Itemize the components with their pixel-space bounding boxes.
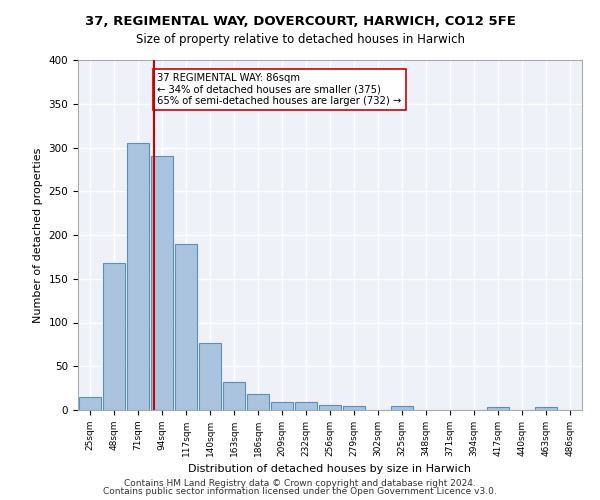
Bar <box>487 408 509 410</box>
Text: 37 REGIMENTAL WAY: 86sqm
← 34% of detached houses are smaller (375)
65% of semi-: 37 REGIMENTAL WAY: 86sqm ← 34% of detach… <box>157 73 401 106</box>
Y-axis label: Number of detached properties: Number of detached properties <box>33 148 43 322</box>
Bar <box>271 402 293 410</box>
Bar <box>199 342 221 410</box>
Text: 37, REGIMENTAL WAY, DOVERCOURT, HARWICH, CO12 5FE: 37, REGIMENTAL WAY, DOVERCOURT, HARWICH,… <box>85 15 515 28</box>
Bar <box>103 263 125 410</box>
Bar <box>175 244 197 410</box>
Bar <box>343 406 365 410</box>
Bar <box>223 382 245 410</box>
Text: Contains public sector information licensed under the Open Government Licence v3: Contains public sector information licen… <box>103 487 497 496</box>
Text: Size of property relative to detached houses in Harwich: Size of property relative to detached ho… <box>136 32 464 46</box>
Bar <box>127 143 149 410</box>
Bar <box>151 156 173 410</box>
Bar <box>535 408 557 410</box>
Bar <box>319 405 341 410</box>
Bar <box>247 394 269 410</box>
Text: Contains HM Land Registry data © Crown copyright and database right 2024.: Contains HM Land Registry data © Crown c… <box>124 478 476 488</box>
Bar <box>391 406 413 410</box>
Bar <box>79 397 101 410</box>
X-axis label: Distribution of detached houses by size in Harwich: Distribution of detached houses by size … <box>188 464 472 474</box>
Bar <box>295 402 317 410</box>
